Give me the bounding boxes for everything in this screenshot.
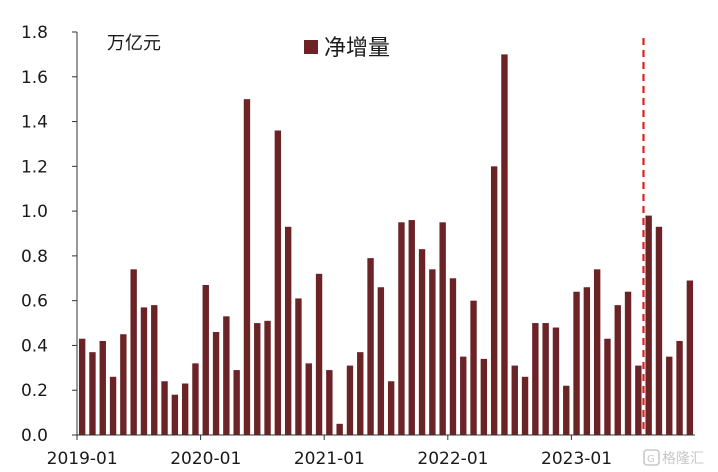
bar: [655, 226, 663, 435]
bar: [614, 305, 621, 435]
bar: [460, 356, 467, 435]
bar: [243, 99, 251, 436]
glh-logo-icon: G: [643, 449, 660, 466]
y-tick-label: 1.2: [21, 157, 48, 177]
bar: [274, 130, 282, 435]
bar: [501, 54, 508, 435]
bar: [604, 338, 611, 435]
bar: [511, 365, 518, 435]
bar: [254, 323, 261, 435]
bar: [593, 269, 601, 435]
watermark-text: 格隆汇: [662, 451, 704, 467]
bar: [346, 365, 354, 435]
bar: [552, 327, 560, 435]
bar: [645, 215, 652, 435]
bar: [99, 340, 106, 435]
bar: [284, 226, 292, 435]
bar: [223, 316, 230, 435]
bar: [490, 166, 498, 435]
bar: [398, 222, 405, 435]
bar: [151, 305, 158, 435]
watermark: G 格隆汇: [643, 449, 704, 467]
y-tick-label: 0.2: [21, 381, 48, 401]
bar: [109, 376, 117, 435]
bar: [676, 340, 683, 435]
bar: [233, 370, 240, 435]
legend-label: 净增量: [324, 36, 390, 61]
bar: [171, 394, 179, 435]
bar: [78, 338, 86, 435]
y-tick-label: 0.4: [21, 336, 48, 356]
bar-series: [78, 54, 694, 436]
svg-text:G: G: [647, 454, 655, 465]
bar: [140, 307, 148, 435]
bar: [192, 363, 199, 435]
x-axis: 2019-01 2020-01 2021-01 2022-01 2023-01: [47, 434, 695, 469]
y-tick-label: 1.0: [21, 202, 48, 222]
y-tick-label: 1.6: [21, 68, 48, 88]
x-tick-label: 2021-01: [294, 449, 365, 469]
bar: [181, 383, 189, 435]
bar: [408, 220, 415, 435]
y-tick-label: 0.6: [21, 292, 48, 312]
bar: [429, 269, 436, 435]
bar: [326, 370, 333, 435]
bar: [563, 385, 570, 435]
bar: [666, 356, 673, 435]
bar: [635, 365, 642, 435]
bar: [418, 249, 426, 435]
x-tick-label: 2019-01: [47, 449, 118, 469]
bar: [89, 352, 96, 435]
bar: [377, 287, 385, 435]
bar: [336, 423, 343, 435]
bar: [130, 269, 137, 435]
y-tick-label: 0.0: [21, 426, 48, 446]
legend-swatch: [304, 40, 318, 54]
bar: [449, 278, 457, 435]
y-tick-label: 1.4: [21, 113, 48, 133]
bar: [367, 258, 374, 435]
bar: [470, 300, 477, 435]
y-tick-label: 1.8: [21, 23, 48, 43]
bar: [357, 352, 364, 435]
bar: [521, 376, 529, 435]
bar: [573, 291, 580, 435]
bar: [315, 273, 323, 435]
bar: [532, 323, 539, 435]
x-tick-label: 2020-01: [170, 449, 241, 469]
bar: [120, 334, 127, 435]
unit-label: 万亿元: [107, 33, 161, 54]
x-tick-label: 2022-01: [417, 449, 488, 469]
bar: [212, 332, 220, 435]
bar: [202, 284, 209, 435]
bar: [161, 381, 168, 435]
bar: [295, 298, 302, 435]
bar: [542, 323, 549, 435]
bar: [480, 358, 488, 435]
legend: 净增量: [304, 36, 390, 61]
bar: [387, 381, 395, 435]
bar: [305, 363, 312, 435]
bar: [686, 280, 694, 435]
x-tick-label: 2023-01: [541, 449, 612, 469]
bar: [583, 287, 591, 435]
bar: [624, 291, 632, 435]
y-axis: 0.0 0.2 0.4 0.6 0.8 1.0 1.2 1.4 1.6 1.8: [21, 23, 78, 446]
bar: [264, 320, 271, 435]
bar: [439, 222, 446, 435]
y-tick-label: 0.8: [21, 247, 48, 267]
